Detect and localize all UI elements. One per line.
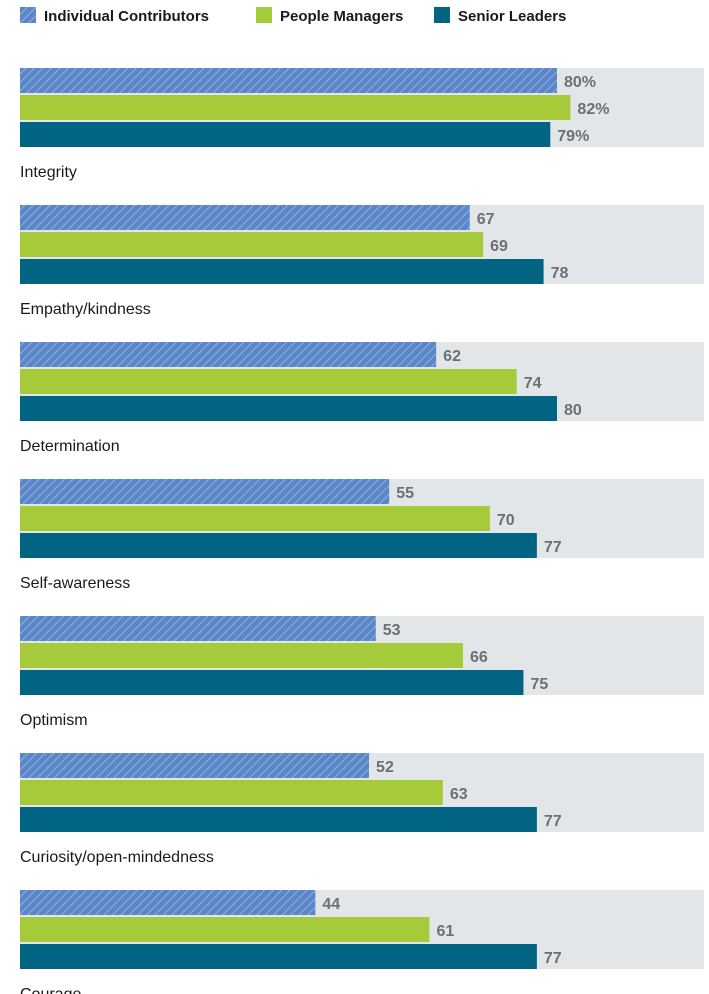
bar-senior-leaders-curiosity-open-mindedness [20, 807, 537, 832]
bar-senior-leaders-empathy-kindness [20, 259, 544, 284]
bar-people-managers-integrity [20, 95, 571, 120]
value-label: 52 [376, 759, 394, 776]
legend-swatch-people-managers [256, 7, 272, 23]
bar-group-courage: 44 61 77 Courage [20, 890, 704, 994]
value-label: 79% [557, 128, 589, 145]
category-label: Curiosity/open-mindedness [20, 849, 214, 866]
legend: Individual Contributors People Managers Se… [20, 7, 566, 25]
bar-people-managers-courage [20, 917, 430, 942]
value-label: 77 [544, 539, 562, 556]
bar-individual-contributors-self-awareness [20, 479, 390, 504]
category-label: Self-awareness [20, 575, 130, 592]
value-label: 74 [524, 375, 542, 392]
value-label: 53 [383, 622, 401, 639]
bar-people-managers-optimism [20, 643, 464, 668]
bar-people-managers-empathy-kindness [20, 232, 484, 257]
bar-senior-leaders-optimism [20, 670, 524, 695]
value-label: 77 [544, 950, 562, 967]
bar-individual-contributors-courage [20, 890, 316, 915]
legend-swatch-senior-leaders [434, 7, 450, 23]
value-label: 62 [443, 348, 461, 365]
bar-senior-leaders-courage [20, 944, 537, 969]
category-label: Optimism [20, 712, 88, 729]
value-label: 61 [436, 923, 454, 940]
value-label: 80 [564, 402, 582, 419]
value-label: 44 [322, 896, 340, 913]
bar-group-curiosity-open-mindedness: 52 63 77 Curiosity/open-mindedness [20, 753, 704, 866]
legend-label-individual-contributors: Individual Contributors [44, 8, 209, 25]
value-label: 55 [396, 485, 414, 502]
category-label: Empathy/kindness [20, 301, 151, 318]
bar-individual-contributors-empathy-kindness [20, 205, 470, 230]
bar-groups: 80% 82% 79% Integrity 67 69 78 Empathy/kindness… [20, 68, 704, 994]
bar-senior-leaders-self-awareness [20, 533, 537, 558]
value-label: 77 [544, 813, 562, 830]
value-label: 69 [490, 238, 508, 255]
bar-group-self-awareness: 55 70 77 Self-awareness [20, 479, 704, 592]
category-label: Determination [20, 438, 120, 455]
value-label: 82% [577, 101, 609, 118]
bar-senior-leaders-determination [20, 396, 557, 421]
legend-label-people-managers: People Managers [280, 8, 403, 25]
bar-individual-contributors-integrity [20, 68, 557, 93]
bar-people-managers-curiosity-open-mindedness [20, 780, 443, 805]
bar-senior-leaders-integrity [20, 122, 551, 147]
value-label: 66 [470, 649, 488, 666]
value-label: 78 [551, 265, 569, 282]
value-label: 67 [477, 211, 495, 228]
value-label: 75 [530, 676, 548, 693]
bar-group-determination: 62 74 80 Determination [20, 342, 704, 455]
bar-people-managers-self-awareness [20, 506, 490, 531]
bar-group-empathy-kindness: 67 69 78 Empathy/kindness [20, 205, 704, 318]
category-label: Integrity [20, 164, 77, 181]
bar-people-managers-determination [20, 369, 517, 394]
legend-swatch-individual-contributors [20, 7, 36, 23]
bar-individual-contributors-optimism [20, 616, 376, 641]
bar-group-optimism: 53 66 75 Optimism [20, 616, 704, 729]
bar-individual-contributors-curiosity-open-mindedness [20, 753, 370, 778]
value-label: 80% [564, 74, 596, 91]
legend-label-senior-leaders: Senior Leaders [458, 8, 566, 25]
bar-individual-contributors-determination [20, 342, 437, 367]
value-label: 70 [497, 512, 515, 529]
bar-group-integrity: 80% 82% 79% Integrity [20, 68, 704, 181]
category-label: Courage [20, 986, 81, 994]
value-label: 63 [450, 786, 468, 803]
